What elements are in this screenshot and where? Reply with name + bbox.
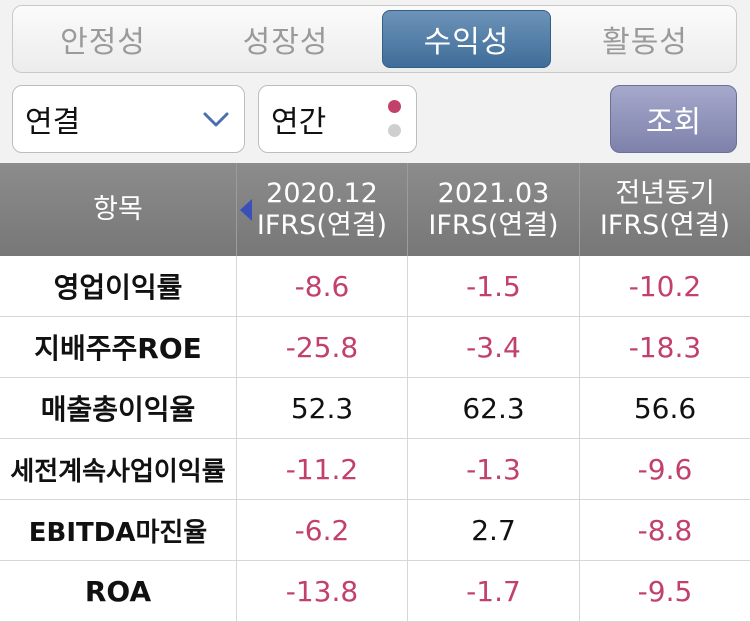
table-row: 지배주주ROE -25.8 -3.4 -18.3	[0, 317, 750, 378]
header-col-3-period: 전년동기	[615, 177, 715, 209]
table-row: 영업이익률 -8.6 -1.5 -10.2	[0, 256, 750, 317]
header-col-2: 2021.03 IFRS(연결)	[407, 163, 579, 256]
table-row: EBITDA마진율 -6.2 2.7 -8.8	[0, 500, 750, 561]
table-row: 세전계속사업이익률 -11.2 -1.3 -9.6	[0, 439, 750, 500]
value-cell: -8.8	[579, 500, 750, 560]
scroll-left-arrow-icon[interactable]	[240, 199, 252, 221]
value-cell: -3.4	[407, 317, 579, 377]
header-col-1-period: 2020.12	[266, 177, 378, 209]
indicator-dot-active	[388, 100, 401, 113]
value-cell: -1.7	[407, 561, 579, 621]
consolidation-select-value: 연결	[25, 105, 81, 140]
value-cell: -18.3	[579, 317, 750, 377]
header-col-1-basis: IFRS(연결)	[256, 209, 388, 241]
value-cell: -10.2	[579, 256, 750, 316]
row-label: ROA	[84, 574, 152, 608]
value-cell: 62.3	[407, 378, 579, 438]
indicator-dot-inactive	[388, 124, 401, 137]
header-col-1: 2020.12 IFRS(연결)	[236, 163, 407, 256]
tab-activity[interactable]: 활동성	[602, 25, 688, 60]
header-col-3: 전년동기 IFRS(연결)	[579, 163, 750, 256]
row-label: 영업이익률	[53, 271, 183, 304]
tab-growth[interactable]: 성장성	[242, 25, 329, 60]
row-label: EBITDA마진율	[28, 517, 208, 548]
value-cell: -1.3	[407, 439, 579, 499]
query-button[interactable]: 조회	[610, 85, 737, 153]
chevron-down-icon	[203, 112, 229, 127]
value-cell: -9.5	[579, 561, 750, 621]
header-col-3-basis: IFRS(연결)	[599, 209, 731, 241]
table-row: ROA -13.8 -1.7 -9.5	[0, 561, 750, 622]
value-cell: 56.6	[579, 378, 750, 438]
value-cell: -13.8	[236, 561, 407, 621]
row-label: 지배주주ROE	[34, 332, 202, 365]
row-label: 매출총이익율	[40, 393, 196, 426]
consolidation-select[interactable]: 연결	[12, 85, 245, 153]
profitability-table: 항목 2020.12 IFRS(연결) 2021.03 IFRS(연결) 전년동…	[0, 163, 750, 622]
value-cell: -9.6	[579, 439, 750, 499]
header-item: 항목	[0, 163, 236, 256]
header-col-2-period: 2021.03	[437, 177, 550, 209]
period-select-value: 연간	[271, 105, 327, 140]
header-item-label: 항목	[93, 193, 143, 225]
period-select[interactable]: 연간	[258, 85, 417, 153]
row-label: 세전계속사업이익률	[10, 456, 226, 487]
table-row: 매출총이익율 52.3 62.3 56.6	[0, 378, 750, 439]
value-cell: 52.3	[236, 378, 407, 438]
category-tab-bar: 안정성 성장성 수익성 활동성	[12, 5, 737, 73]
value-cell: -6.2	[236, 500, 407, 560]
period-toggle-indicator	[388, 100, 402, 140]
header-col-2-basis: IFRS(연결)	[428, 209, 559, 241]
tab-profitability[interactable]: 수익성	[382, 10, 551, 68]
tab-stability[interactable]: 안정성	[60, 25, 146, 60]
value-cell: -8.6	[236, 256, 407, 316]
value-cell: 2.7	[407, 500, 579, 560]
value-cell: -25.8	[236, 317, 407, 377]
value-cell: -1.5	[407, 256, 579, 316]
table-header: 항목 2020.12 IFRS(연결) 2021.03 IFRS(연결) 전년동…	[0, 163, 750, 256]
value-cell: -11.2	[236, 439, 407, 499]
